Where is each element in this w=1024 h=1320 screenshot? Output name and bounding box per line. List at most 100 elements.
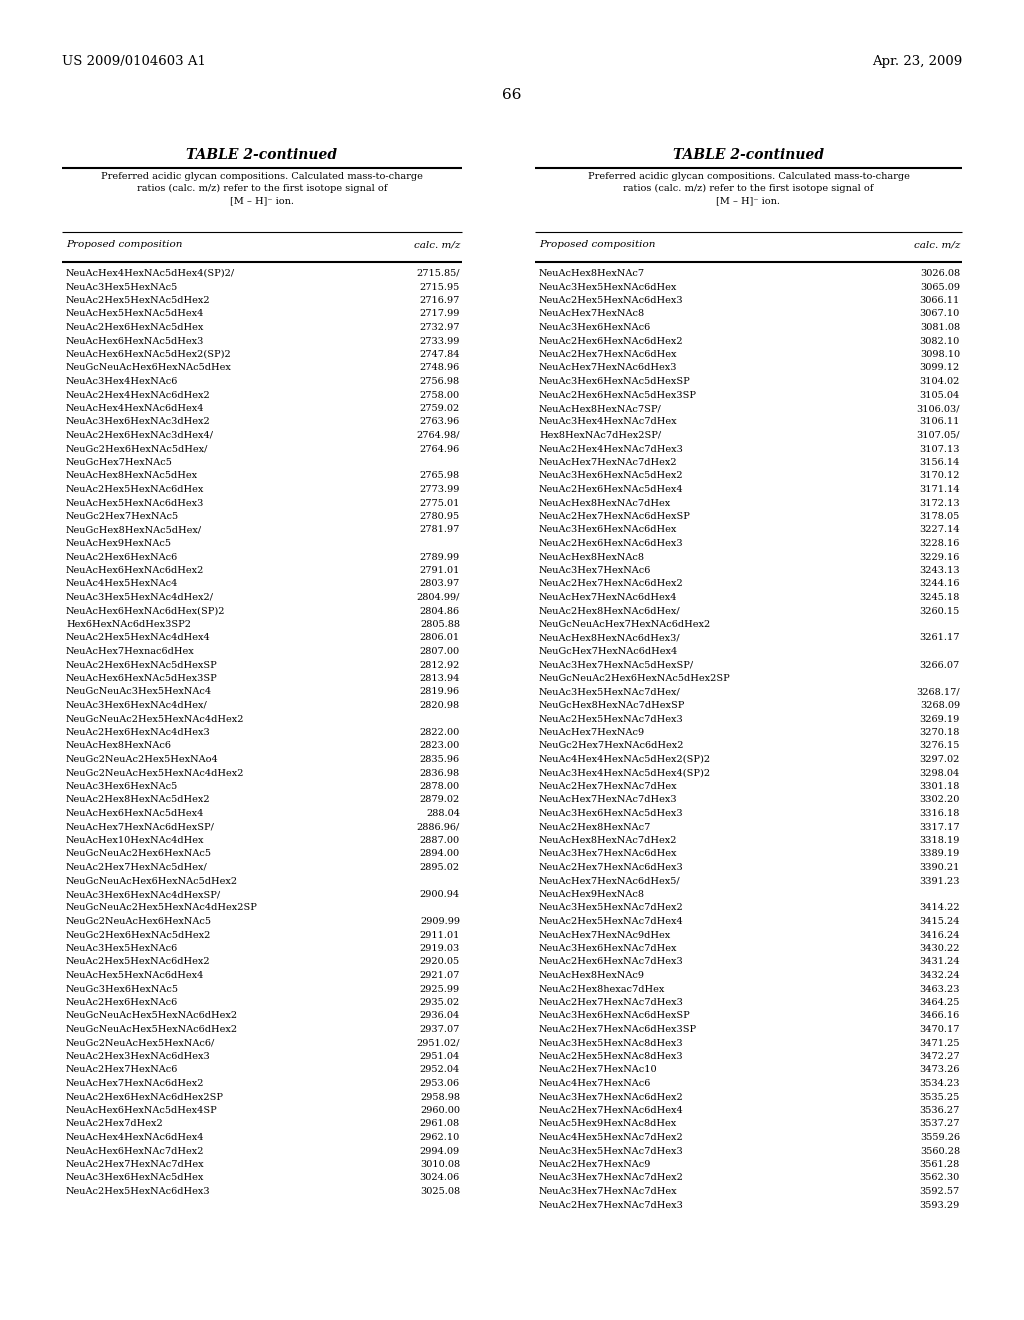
Text: 3266.07: 3266.07	[920, 660, 961, 669]
Text: 3065.09: 3065.09	[920, 282, 961, 292]
Text: 2733.99: 2733.99	[420, 337, 460, 346]
Text: NeuAc2Hex8hexac7dHex: NeuAc2Hex8hexac7dHex	[539, 985, 666, 994]
Text: 2732.97: 2732.97	[420, 323, 460, 333]
Text: NeuAc2Hex7HexNAc7dHex: NeuAc2Hex7HexNAc7dHex	[539, 781, 678, 791]
Text: NeuAc2Hex7HexNAc6dHexSP: NeuAc2Hex7HexNAc6dHexSP	[539, 512, 691, 521]
Text: 3317.17: 3317.17	[920, 822, 961, 832]
Text: NeuAc2Hex6HexNAc6: NeuAc2Hex6HexNAc6	[66, 553, 178, 561]
Text: 3106.03/: 3106.03/	[916, 404, 961, 413]
Text: Hex6HexNAc6dHex3SP2: Hex6HexNAc6dHex3SP2	[66, 620, 191, 630]
Text: TABLE 2-continued: TABLE 2-continued	[186, 148, 338, 162]
Text: NeuAc3Hex5HexNAc6dHex: NeuAc3Hex5HexNAc6dHex	[539, 282, 677, 292]
Text: 3537.27: 3537.27	[920, 1119, 961, 1129]
Text: NeuAcHex6HexNAc5dHex4SP: NeuAcHex6HexNAc5dHex4SP	[66, 1106, 218, 1115]
Text: 3592.57: 3592.57	[920, 1187, 961, 1196]
Text: 3391.23: 3391.23	[920, 876, 961, 886]
Text: 2911.01: 2911.01	[420, 931, 460, 940]
Text: 3430.22: 3430.22	[920, 944, 961, 953]
Text: 2823.00: 2823.00	[420, 742, 460, 751]
Text: 2764.98/: 2764.98/	[417, 432, 460, 440]
Text: NeuAc2Hex6HexNAc5dHex: NeuAc2Hex6HexNAc5dHex	[66, 323, 205, 333]
Text: NeuAcHex4HexNAc6dHex4: NeuAcHex4HexNAc6dHex4	[66, 404, 205, 413]
Text: 3171.14: 3171.14	[920, 484, 961, 494]
Text: 3559.26: 3559.26	[920, 1133, 961, 1142]
Text: NeuGcNeuAc2Hex6HexNAc5dHex2SP: NeuGcNeuAc2Hex6HexNAc5dHex2SP	[539, 675, 731, 682]
Text: NeuAcHex4HexNAc5dHex4(SP)2/: NeuAcHex4HexNAc5dHex4(SP)2/	[66, 269, 236, 279]
Text: NeuAc2Hex8HexNAc6dHex/: NeuAc2Hex8HexNAc6dHex/	[539, 606, 681, 615]
Text: NeuAcHex9HexNAc5: NeuAcHex9HexNAc5	[66, 539, 172, 548]
Text: 2812.92: 2812.92	[420, 660, 460, 669]
Text: NeuGc2Hex6HexNAc5dHex/: NeuGc2Hex6HexNAc5dHex/	[66, 445, 208, 454]
Text: NeuGcHex7HexNAc5: NeuGcHex7HexNAc5	[66, 458, 173, 467]
Text: NeuAc2Hex7HexNAc6: NeuAc2Hex7HexNAc6	[66, 1065, 178, 1074]
Text: NeuAc2Hex6HexNAc6: NeuAc2Hex6HexNAc6	[66, 998, 178, 1007]
Text: 3229.16: 3229.16	[920, 553, 961, 561]
Text: NeuAc3Hex4HexNAc7dHex: NeuAc3Hex4HexNAc7dHex	[539, 417, 678, 426]
Text: NeuAc2Hex5HexNAc6dHex3: NeuAc2Hex5HexNAc6dHex3	[66, 1187, 211, 1196]
Text: NeuAcHex8HexNAc7: NeuAcHex8HexNAc7	[539, 269, 645, 279]
Text: 3107.13: 3107.13	[920, 445, 961, 454]
Text: Apr. 23, 2009: Apr. 23, 2009	[871, 55, 962, 69]
Text: 3227.14: 3227.14	[920, 525, 961, 535]
Text: US 2009/0104603 A1: US 2009/0104603 A1	[62, 55, 206, 69]
Text: NeuAc2Hex5HexNAc7dHex4: NeuAc2Hex5HexNAc7dHex4	[539, 917, 684, 927]
Text: 2805.88: 2805.88	[420, 620, 460, 630]
Text: NeuAcHex5HexNAc6dHex4: NeuAcHex5HexNAc6dHex4	[66, 972, 205, 979]
Text: 3301.18: 3301.18	[920, 781, 961, 791]
Text: NeuAcHex8HexNAc8: NeuAcHex8HexNAc8	[539, 553, 645, 561]
Text: 3472.27: 3472.27	[920, 1052, 961, 1061]
Text: NeuAc3Hex6HexNAc3dHex2: NeuAc3Hex6HexNAc3dHex2	[66, 417, 211, 426]
Text: NeuAc3Hex5HexNAc7dHex2: NeuAc3Hex5HexNAc7dHex2	[539, 903, 684, 912]
Text: NeuAc2Hex7HexNAc6dHex: NeuAc2Hex7HexNAc6dHex	[539, 350, 678, 359]
Text: 2921.07: 2921.07	[420, 972, 460, 979]
Text: 2759.02: 2759.02	[420, 404, 460, 413]
Text: 2789.99: 2789.99	[420, 553, 460, 561]
Text: NeuAc3Hex7HexNAc7dHex: NeuAc3Hex7HexNAc7dHex	[539, 1187, 678, 1196]
Text: NeuAc3Hex5HexNAc7dHex/: NeuAc3Hex5HexNAc7dHex/	[539, 688, 681, 697]
Text: 3105.04: 3105.04	[920, 391, 961, 400]
Text: NeuAc4Hex5HexNAc4: NeuAc4Hex5HexNAc4	[66, 579, 178, 589]
Text: 2775.01: 2775.01	[420, 499, 460, 507]
Text: NeuGcNeuAc2Hex5HexNAc4dHex2SP: NeuGcNeuAc2Hex5HexNAc4dHex2SP	[66, 903, 258, 912]
Text: NeuAcHex8HexNAc7dHex: NeuAcHex8HexNAc7dHex	[539, 499, 672, 507]
Text: NeuAcHex6HexNAc6dHex2: NeuAcHex6HexNAc6dHex2	[66, 566, 205, 576]
Text: 3432.24: 3432.24	[920, 972, 961, 979]
Text: NeuAcHex8HexNAc6: NeuAcHex8HexNAc6	[66, 742, 172, 751]
Text: NeuAcHex7HexNAc6dHexSP/: NeuAcHex7HexNAc6dHexSP/	[66, 822, 215, 832]
Text: NeuAc3Hex6HexNAc5dHexSP: NeuAc3Hex6HexNAc5dHexSP	[539, 378, 691, 385]
Text: NeuAc3Hex5HexNAc4dHex2/: NeuAc3Hex5HexNAc4dHex2/	[66, 593, 214, 602]
Text: NeuAc2Hex7HexNAc9: NeuAc2Hex7HexNAc9	[539, 1160, 651, 1170]
Text: 288.04: 288.04	[426, 809, 460, 818]
Text: NeuGc2NeuAcHex5HexNAc6/: NeuGc2NeuAcHex5HexNAc6/	[66, 1039, 215, 1048]
Text: 2952.04: 2952.04	[420, 1065, 460, 1074]
Text: 3170.12: 3170.12	[920, 471, 961, 480]
Text: NeuAc2Hex6HexNAc5dHexSP: NeuAc2Hex6HexNAc5dHexSP	[66, 660, 218, 669]
Text: 2895.02: 2895.02	[420, 863, 460, 873]
Text: NeuAc3Hex6HexNAc4dHex/: NeuAc3Hex6HexNAc4dHex/	[66, 701, 208, 710]
Text: 3593.29: 3593.29	[920, 1200, 961, 1209]
Text: NeuAcHex7Hexnac6dHex: NeuAcHex7Hexnac6dHex	[66, 647, 195, 656]
Text: 2820.98: 2820.98	[420, 701, 460, 710]
Text: NeuAcHex7HexNAc6dHex3: NeuAcHex7HexNAc6dHex3	[539, 363, 678, 372]
Text: NeuAc2Hex6HexNAc5dHex3SP: NeuAc2Hex6HexNAc5dHex3SP	[539, 391, 697, 400]
Text: NeuAcHex7HexNAc6dHex5/: NeuAcHex7HexNAc6dHex5/	[539, 876, 681, 886]
Text: NeuGc2NeuAcHex6HexNAc5: NeuGc2NeuAcHex6HexNAc5	[66, 917, 212, 927]
Text: 2780.95: 2780.95	[420, 512, 460, 521]
Text: NeuAcHex7HexNAc8: NeuAcHex7HexNAc8	[539, 309, 645, 318]
Text: 2951.02/: 2951.02/	[417, 1039, 460, 1048]
Text: 3010.08: 3010.08	[420, 1160, 460, 1170]
Text: 2920.05: 2920.05	[420, 957, 460, 966]
Text: 2791.01: 2791.01	[420, 566, 460, 576]
Text: 3106.11: 3106.11	[920, 417, 961, 426]
Text: NeuAc3Hex7HexNAc6dHex2: NeuAc3Hex7HexNAc6dHex2	[539, 1093, 684, 1101]
Text: NeuGcHex7HexNAc6dHex4: NeuGcHex7HexNAc6dHex4	[539, 647, 678, 656]
Text: NeuAc2Hex4HexNAc6dHex2: NeuAc2Hex4HexNAc6dHex2	[66, 391, 211, 400]
Text: 2900.94: 2900.94	[420, 890, 460, 899]
Text: NeuAc2Hex3HexNAc6dHex3: NeuAc2Hex3HexNAc6dHex3	[66, 1052, 211, 1061]
Text: NeuGc3Hex6HexNAc5: NeuGc3Hex6HexNAc5	[66, 985, 179, 994]
Text: NeuGcNeuAc2Hex6HexNAc5: NeuGcNeuAc2Hex6HexNAc5	[66, 850, 212, 858]
Text: NeuGc2Hex7HexNAc5: NeuGc2Hex7HexNAc5	[66, 512, 179, 521]
Text: Preferred acidic glycan compositions. Calculated mass-to-charge
ratios (calc. m/: Preferred acidic glycan compositions. Ca…	[588, 172, 909, 205]
Text: NeuAc2Hex7HexNAc6dHex4: NeuAc2Hex7HexNAc6dHex4	[539, 1106, 684, 1115]
Text: 2748.96: 2748.96	[420, 363, 460, 372]
